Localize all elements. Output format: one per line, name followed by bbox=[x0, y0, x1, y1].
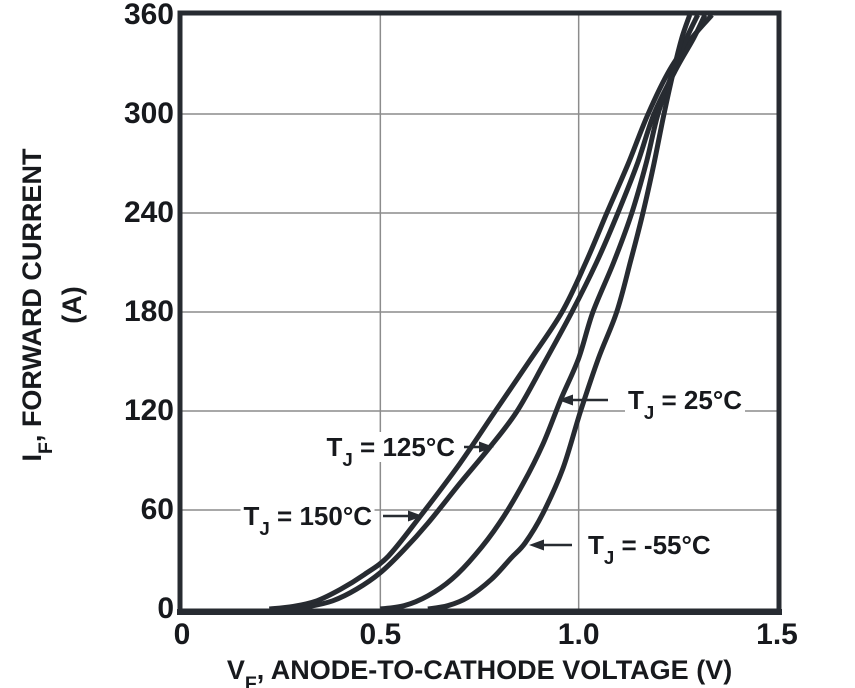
x-tick-label-0.5: 0.5 bbox=[359, 618, 402, 651]
annotation-tj-minus55: TJ = -55°C bbox=[585, 530, 714, 567]
annotation-symbol: T bbox=[243, 501, 260, 531]
x-tick-label-0: 0 bbox=[173, 618, 191, 651]
y-tick-label-120: 120 bbox=[123, 394, 174, 427]
annotation-value: = 150°C bbox=[269, 501, 372, 531]
y-tick-label-240: 240 bbox=[123, 196, 174, 229]
annotation-subscript: J bbox=[643, 402, 655, 424]
annotation-subscript: J bbox=[259, 518, 270, 540]
arrow-head-tj-125 bbox=[479, 441, 494, 453]
annotation-tj-125: TJ = 125°C bbox=[323, 432, 458, 469]
annotation-arrows bbox=[383, 394, 608, 551]
y-tick-label-360: 360 bbox=[123, 0, 174, 31]
x-tick-label-1.0: 1.0 bbox=[557, 618, 600, 651]
arrow-head-tj-25 bbox=[558, 394, 573, 406]
arrow-head-tj-minus55 bbox=[529, 539, 544, 551]
y-tick-label-60: 60 bbox=[140, 493, 174, 526]
curve-25c bbox=[379, 13, 700, 612]
curve-125c bbox=[284, 13, 708, 612]
y-tick-label-0: 0 bbox=[157, 592, 174, 625]
arrow-head-tj-150 bbox=[408, 510, 423, 522]
annotation-value: = 25°C bbox=[654, 385, 743, 415]
x-axis-symbol: V bbox=[226, 655, 245, 685]
curve-150c bbox=[269, 13, 714, 612]
y-axis-symbol: I bbox=[17, 453, 47, 462]
y-tick-label-180: 180 bbox=[123, 295, 174, 328]
x-axis-symbol-subscript: F bbox=[244, 672, 257, 688]
x-axis-label-text: , ANODE-TO-CATHODE VOLTAGE (V) bbox=[256, 655, 733, 685]
annotation-tj-150: TJ = 150°C bbox=[240, 501, 375, 538]
x-tick-label-1.5: 1.5 bbox=[756, 618, 798, 651]
y-axis-label-text: , FORWARD CURRENT bbox=[17, 148, 47, 443]
gridlines bbox=[182, 15, 777, 609]
annotation-value: = -55°C bbox=[614, 530, 711, 560]
annotation-value: = 125°C bbox=[352, 432, 455, 462]
y-axis-label: IF, FORWARD CURRENT bbox=[15, 8, 57, 602]
y-tick-label-300: 300 bbox=[123, 97, 174, 130]
annotation-symbol: T bbox=[628, 385, 644, 415]
temperature-curves bbox=[269, 13, 714, 612]
annotation-tj-25: TJ = 25°C bbox=[625, 385, 746, 422]
y-axis-symbol-subscript: F bbox=[34, 442, 57, 454]
x-axis-label: VF, ANODE-TO-CATHODE VOLTAGE (V) bbox=[182, 655, 777, 688]
annotation-symbol: T bbox=[326, 432, 343, 462]
y-axis-unit-label: (A) bbox=[57, 286, 87, 324]
annotation-subscript: J bbox=[603, 547, 615, 569]
curve--55c bbox=[427, 14, 693, 612]
annotation-subscript: J bbox=[342, 449, 353, 471]
annotation-symbol: T bbox=[588, 530, 604, 560]
